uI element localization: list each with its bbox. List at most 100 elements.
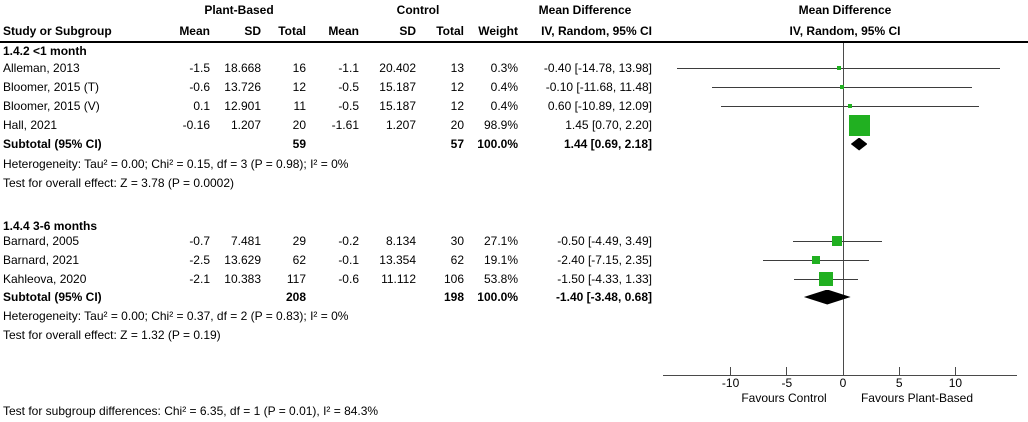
subgroup-title: 1.4.4 3-6 months — [3, 219, 98, 233]
sd-t-cell: 18.668 — [224, 61, 261, 75]
mean-c-cell: -0.2 — [338, 234, 359, 248]
weight-cell: 98.9% — [483, 118, 518, 132]
sd-c-cell: 8.134 — [385, 234, 416, 248]
total-c-cell: 106 — [443, 272, 464, 286]
axis-tick — [786, 367, 788, 376]
overall-effect-text: Test for overall effect: Z = 1.32 (P = 0… — [3, 328, 221, 342]
effect-square — [836, 66, 841, 70]
study-row: Alleman, 2013 -1.5 18.668 16 -1.1 20.402 13 0.3… — [0, 61, 1028, 75]
effect-square — [839, 85, 844, 89]
ci-text-cell: -1.50 [-4.33, 1.33] — [557, 272, 652, 286]
weight-cell: 0.4% — [490, 99, 518, 113]
ci-method-header-right: IV, Random, 95% CI — [789, 24, 901, 38]
study-name: Bloomer, 2015 (V) — [3, 99, 100, 113]
total-t-column-header: Total — [278, 24, 306, 38]
study-name: Hall, 2021 — [3, 118, 58, 132]
total-t-cell: 62 — [292, 253, 306, 267]
study-row: Barnard, 2021 -2.5 13.629 62 -0.1 13.354 62 19.… — [0, 253, 1028, 267]
mean-difference-header-left: Mean Difference — [538, 3, 632, 17]
treatment-group-header: Plant-Based — [204, 3, 274, 17]
mean-c-cell: -0.5 — [338, 99, 359, 113]
effect-square — [819, 272, 834, 286]
axis-tick — [954, 367, 956, 376]
total-t-cell: 117 — [286, 272, 306, 286]
total-c-cell: 12 — [450, 99, 464, 113]
study-name: Subtotal (95% CI) — [3, 137, 102, 151]
subgroup-title: 1.4.2 <1 month — [3, 44, 87, 58]
sd-t-cell: 10.383 — [224, 272, 261, 286]
zero-effect-line — [843, 43, 844, 375]
sd-c-cell: 15.187 — [379, 99, 416, 113]
mean-c-cell: -0.6 — [338, 272, 359, 286]
sd-t-cell: 13.629 — [224, 253, 261, 267]
axis-tick-label: 5 — [895, 376, 903, 390]
subtotal-diamond — [850, 137, 868, 151]
axis-tick — [898, 367, 900, 376]
control-group-header: Control — [396, 3, 440, 17]
mean-t-cell: -0.6 — [189, 80, 210, 94]
overall-effect-text: Test for overall effect: Z = 3.78 (P = 0… — [3, 176, 235, 190]
ci-text-cell: 1.45 [0.70, 2.20] — [565, 118, 652, 132]
effect-square — [832, 236, 843, 246]
total-t-cell: 20 — [292, 118, 306, 132]
total-t-cell: 29 — [292, 234, 306, 248]
total-c-cell: 20 — [450, 118, 464, 132]
study-name: Alleman, 2013 — [3, 61, 80, 75]
heterogeneity-text: Heterogeneity: Tau² = 0.00; Chi² = 0.15,… — [3, 157, 349, 171]
total-c-column-header: Total — [436, 24, 464, 38]
axis-tick-label: -5 — [781, 376, 793, 390]
total-c-cell: 198 — [443, 290, 464, 304]
sd-t-column-header: SD — [244, 24, 261, 38]
ci-text-cell: 1.44 [0.69, 2.18] — [563, 137, 652, 151]
sd-t-cell: 1.207 — [230, 118, 261, 132]
study-name: Bloomer, 2015 (T) — [3, 80, 100, 94]
weight-cell: 19.1% — [483, 253, 518, 267]
weight-column-header: Weight — [478, 24, 518, 38]
axis-tick — [730, 367, 732, 376]
favours-right-label: Favours Plant-Based — [860, 391, 974, 405]
weight-cell: 0.4% — [490, 80, 518, 94]
header-divider — [0, 41, 1028, 43]
favours-left-label: Favours Control — [741, 391, 827, 405]
study-column-header: Study or Subgroup — [3, 24, 112, 38]
sd-t-cell: 12.901 — [224, 99, 261, 113]
mean-c-cell: -1.1 — [338, 61, 359, 75]
subtotal-row: Subtotal (95% CI) 208 198 100.0% -1.40 [-3.4… — [0, 290, 1028, 304]
heterogeneity-text: Heterogeneity: Tau² = 0.00; Chi² = 0.37,… — [3, 309, 349, 323]
total-t-cell: 208 — [285, 290, 306, 304]
study-row: Bloomer, 2015 (V) 0.1 12.901 11 -0.5 15.187 12… — [0, 99, 1028, 113]
study-row: Hall, 2021 -0.16 1.207 20 -1.61 1.207 20 98.9% 1… — [0, 118, 1028, 132]
study-name: Barnard, 2021 — [3, 253, 80, 267]
x-axis-line — [663, 375, 1017, 376]
sd-c-cell: 15.187 — [379, 80, 416, 94]
sd-t-cell: 13.726 — [224, 80, 261, 94]
mean-c-column-header: Mean — [328, 24, 359, 38]
mean-t-cell: 0.1 — [193, 99, 210, 113]
ci-text-cell: -0.50 [-4.49, 3.49] — [557, 234, 652, 248]
sd-c-column-header: SD — [399, 24, 416, 38]
ci-text-cell: -2.40 [-7.15, 2.35] — [557, 253, 652, 267]
axis-tick-label: 0 — [839, 376, 847, 390]
ci-text-cell: -0.40 [-14.78, 13.98] — [543, 61, 652, 75]
sd-c-cell: 13.354 — [379, 253, 416, 267]
total-t-cell: 59 — [292, 137, 306, 151]
weight-cell: 53.8% — [483, 272, 518, 286]
subtotal-row: Subtotal (95% CI) 59 57 100.0% 1.44 [0.69, 2… — [0, 137, 1028, 151]
mean-t-cell: -0.16 — [182, 118, 210, 132]
weight-cell: 100.0% — [477, 137, 518, 151]
mean-t-cell: -2.5 — [189, 253, 210, 267]
effect-square — [847, 104, 852, 108]
subgroup-differences-text: Test for subgroup differences: Chi² = 6.… — [3, 404, 379, 418]
sd-c-cell: 20.402 — [379, 61, 416, 75]
total-t-cell: 11 — [293, 99, 306, 113]
sd-t-cell: 7.481 — [230, 234, 261, 248]
axis-tick — [842, 367, 844, 376]
mean-t-cell: -1.5 — [189, 61, 210, 75]
total-t-cell: 12 — [292, 80, 306, 94]
ci-text-cell: -0.10 [-11.68, 11.48] — [545, 80, 652, 94]
sd-c-cell: 1.207 — [385, 118, 416, 132]
weight-cell: 27.1% — [483, 234, 518, 248]
mean-t-column-header: Mean — [179, 24, 210, 38]
study-row: Barnard, 2005 -0.7 7.481 29 -0.2 8.134 30 27.1%… — [0, 234, 1028, 248]
